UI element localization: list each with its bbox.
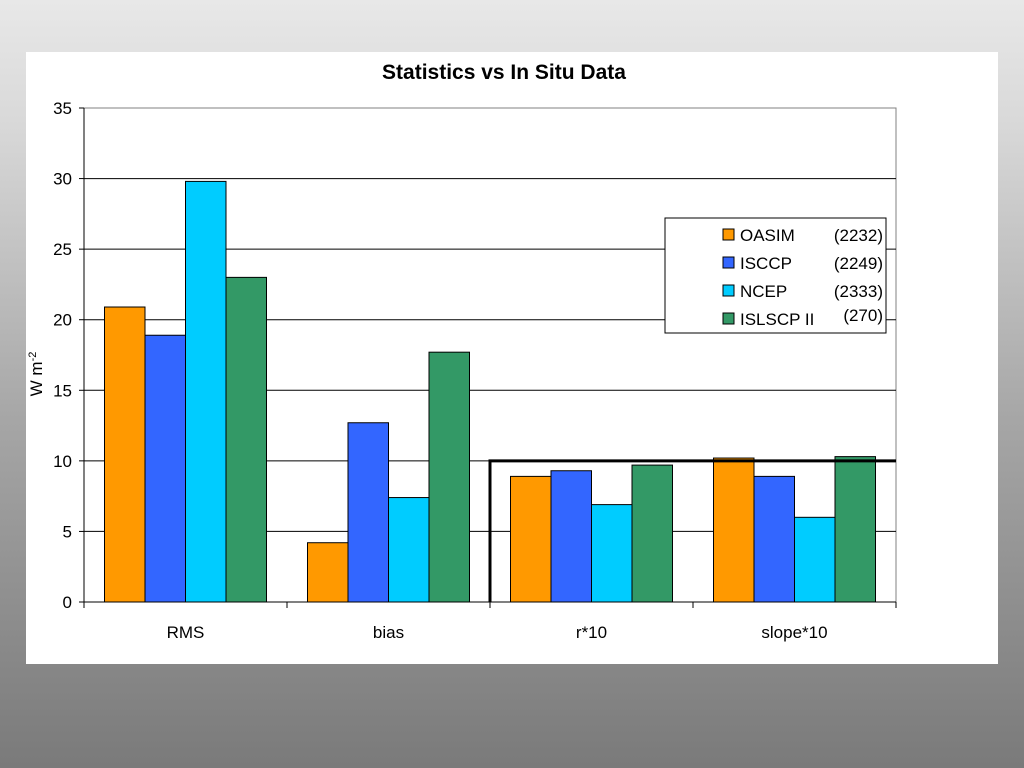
- legend-series-count: (2232): [834, 226, 883, 245]
- y-tick-label: 35: [53, 99, 72, 118]
- legend: OASIM (2232) ISCCP (2249) NCEP (2333) ISLSCP I…: [664, 217, 887, 334]
- bar-ncep-bias: [388, 497, 430, 603]
- legend-swatch: [722, 312, 735, 325]
- legend-series-name: NCEP: [740, 282, 787, 301]
- y-tick-label: 5: [63, 522, 72, 541]
- legend-swatch: [722, 284, 735, 297]
- bar-ncep-r-10: [591, 504, 633, 603]
- bar-ncep-rms: [185, 180, 227, 603]
- bar-oasim-slope-10: [713, 457, 755, 603]
- reference-line: [488, 459, 896, 602]
- chart: Statistics vs In Situ Data 0 5 10 15 20 25 30 3…: [27, 61, 897, 642]
- x-category-label: RMS: [167, 623, 205, 642]
- x-category-label: bias: [373, 623, 404, 642]
- bar-islscp-ii-rms: [225, 276, 267, 603]
- bar-isccp-r-10: [550, 470, 592, 603]
- y-tick-label: 30: [53, 170, 72, 189]
- bar-oasim-bias: [307, 542, 349, 603]
- legend-series-count: (270): [843, 306, 883, 325]
- bar-isccp-bias: [347, 422, 389, 603]
- y-axis-title-exponent: -2: [27, 352, 39, 362]
- bar-ncep-slope-10: [794, 516, 836, 603]
- bar-islscp-ii-slope-10: [834, 456, 876, 603]
- legend-series-count: (2333): [834, 282, 883, 301]
- y-axis-ticks: 0 5 10 15 20 25 30 35: [53, 99, 84, 612]
- legend-swatch: [722, 228, 735, 241]
- legend-series-name: ISLSCP II: [740, 310, 814, 329]
- bar-islscp-ii-r-10: [631, 464, 673, 603]
- x-category-label: r*10: [576, 623, 607, 642]
- legend-swatch: [722, 256, 735, 269]
- bar-islscp-ii-bias: [428, 351, 470, 603]
- legend-box: [664, 217, 887, 334]
- y-axis-title-unit: W m: [27, 361, 46, 396]
- y-tick-label: 20: [53, 311, 72, 330]
- y-axis-title: W m-2: [27, 352, 46, 397]
- reference-line-path: [488, 459, 896, 602]
- chart-panel: Statistics vs In Situ Data 0 5 10 15 20 25 30 3…: [26, 52, 998, 664]
- y-tick-label: 10: [53, 452, 72, 471]
- chart-title: Statistics vs In Situ Data: [382, 61, 626, 84]
- category-labels: RMS bias r*10 slope*10: [83, 602, 897, 642]
- y-tick-label: 0: [63, 593, 72, 612]
- legend-series-name: ISCCP: [740, 254, 792, 273]
- bar-oasim-r-10: [510, 475, 552, 603]
- y-tick-label: 25: [53, 240, 72, 259]
- legend-series-count: (2249): [834, 254, 883, 273]
- y-tick-label: 15: [53, 381, 72, 400]
- bar-isccp-slope-10: [753, 475, 795, 603]
- bar-oasim-rms: [104, 306, 146, 603]
- legend-series-name: OASIM: [740, 226, 795, 245]
- bar-isccp-rms: [144, 334, 186, 603]
- x-category-label: slope*10: [761, 623, 827, 642]
